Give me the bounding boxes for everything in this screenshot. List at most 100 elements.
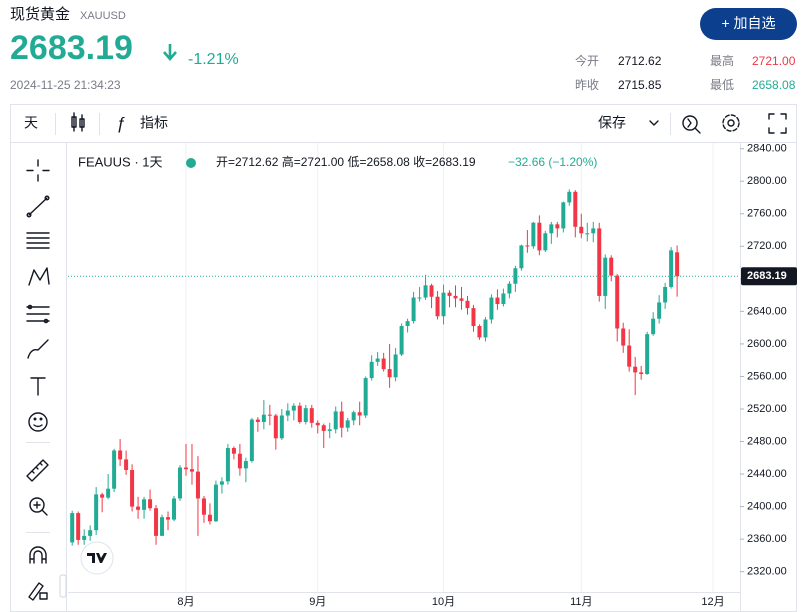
candle-body <box>154 508 159 536</box>
y-tick-label: 2840.00 <box>747 143 787 155</box>
candle-body <box>573 191 578 227</box>
candle-body <box>489 297 494 320</box>
lock-tool[interactable] <box>28 582 48 601</box>
candle-body <box>621 328 626 346</box>
last-price-tag <box>741 267 797 286</box>
down-arrow <box>163 44 177 61</box>
save-button[interactable]: 保存 <box>598 115 626 131</box>
candle-body <box>471 308 476 327</box>
stat-value: 2658.08 <box>752 78 796 92</box>
logo <box>80 541 114 575</box>
candle-body <box>555 224 560 229</box>
candle-body <box>429 285 434 297</box>
candle-body <box>273 415 278 439</box>
save-dropdown[interactable] <box>649 120 659 126</box>
ruler-tool[interactable] <box>26 459 49 482</box>
quick-search-button[interactable] <box>682 115 701 134</box>
text-tool[interactable] <box>30 377 46 396</box>
candle-body <box>477 326 482 338</box>
candle-body <box>465 300 470 309</box>
candle-body <box>531 222 536 247</box>
y-tick-label: 2440.00 <box>747 468 787 480</box>
candle-body <box>405 321 410 327</box>
candle-body <box>633 366 638 373</box>
add-watchlist-label[interactable]: + 加自选 <box>721 15 775 31</box>
candle-body <box>375 358 380 362</box>
candle-body <box>591 228 596 234</box>
icon-tool[interactable] <box>28 412 48 432</box>
candle-body <box>124 459 129 470</box>
candle-body <box>501 293 506 305</box>
x-tick-label: 11月 <box>570 596 592 608</box>
indicators-button[interactable]: 指标 <box>140 115 168 131</box>
candle-body <box>435 296 440 317</box>
stat-label: 今开 <box>575 53 599 68</box>
candle-body <box>441 292 446 317</box>
y-tick-label: 2640.00 <box>747 305 787 317</box>
candle-body <box>675 252 680 277</box>
candle-body <box>459 298 464 301</box>
candle-body <box>645 334 650 375</box>
candle-body <box>447 292 452 296</box>
candle-body <box>549 224 554 234</box>
candle-body <box>363 378 368 416</box>
trendline-tool[interactable] <box>26 195 50 218</box>
indicators-icon[interactable]: ƒ <box>116 113 125 132</box>
projection-tool[interactable] <box>26 304 50 324</box>
candle-body <box>285 410 290 416</box>
zoom-tool[interactable] <box>29 497 48 516</box>
brush-tool[interactable] <box>27 339 49 359</box>
candle-body <box>201 498 206 515</box>
candle-body <box>357 412 362 416</box>
fib-tool[interactable] <box>26 232 50 249</box>
candle-body <box>106 488 111 498</box>
crosshair-tool[interactable] <box>26 159 50 182</box>
candle-body <box>142 499 147 510</box>
candle-body <box>393 354 398 378</box>
fullscreen-button[interactable] <box>768 113 787 134</box>
x-tick-label: 8月 <box>177 596 194 608</box>
add-watchlist-button[interactable] <box>700 8 797 40</box>
candle-body <box>567 191 572 203</box>
candle-body <box>351 412 356 421</box>
candle-body <box>243 461 248 469</box>
candle-body <box>381 358 386 370</box>
interval-button[interactable]: 天 <box>24 115 38 131</box>
candle-body <box>537 222 542 251</box>
candle-body <box>327 429 332 431</box>
candle-body <box>160 517 165 536</box>
candle-body <box>669 250 674 287</box>
candle-body <box>585 233 590 235</box>
x-tick-label: 10月 <box>432 596 455 608</box>
plot-area: 8月 9月 10月 11月 12月 2320.00 2360.00 2400.00 2440.0… <box>68 143 797 612</box>
pattern-tool[interactable] <box>28 267 50 286</box>
legend-change: −32.66 (−1.20%) <box>508 155 597 169</box>
candle-body <box>207 514 212 522</box>
y-tick-label: 2520.00 <box>747 403 787 415</box>
stat-value: 2721.00 <box>752 54 796 68</box>
settings-button[interactable] <box>722 114 740 132</box>
candle-body <box>82 535 87 540</box>
candle-body <box>345 420 350 428</box>
candle-body <box>339 411 344 428</box>
y-tick-label: 2800.00 <box>747 175 787 187</box>
candle-body <box>303 408 308 422</box>
collapse-handle[interactable] <box>59 574 67 598</box>
candle-body <box>519 245 524 269</box>
candle-body <box>88 530 93 536</box>
timestamp: 2024-11-25 21:34:23 <box>10 78 121 92</box>
price-change: -1.21% <box>188 51 239 68</box>
x-tick-label: 12月 <box>701 596 724 608</box>
candle-body <box>663 286 668 303</box>
candle-body <box>237 453 242 469</box>
candle-body <box>172 498 177 520</box>
candle-body <box>417 297 422 299</box>
magnet-tool[interactable] <box>29 546 47 564</box>
candle-body <box>525 245 530 247</box>
candle-body <box>267 414 272 416</box>
chart-style-button[interactable] <box>71 112 85 132</box>
candle-body <box>261 414 266 422</box>
candle-body <box>76 513 81 540</box>
candle-body <box>94 494 99 531</box>
